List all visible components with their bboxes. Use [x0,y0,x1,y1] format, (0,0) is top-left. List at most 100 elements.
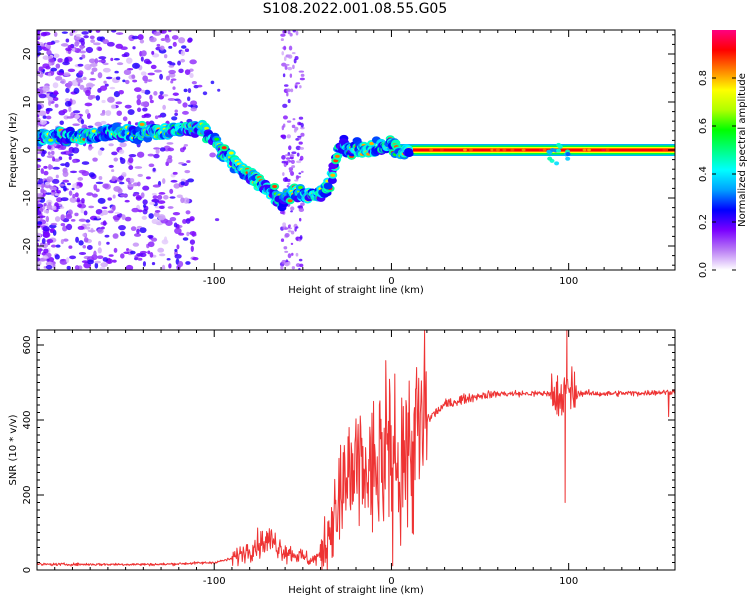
noise-cell [168,263,172,269]
chart-title: S108.2022.001.08.55.G05 [262,1,448,17]
noise-cell [81,54,86,59]
noise-cell [87,229,96,233]
noise-cell [92,42,101,46]
noise-cell [300,126,305,130]
noise-cell [160,38,166,42]
noise-cell [167,147,175,152]
noise-cell [137,107,142,113]
noise-cell [52,166,61,170]
tone-peak [662,148,667,152]
noise-cell [41,237,46,245]
noise-cell [48,224,57,229]
noise-cell [60,43,69,47]
noise-cell [151,237,158,242]
noise-cell [94,58,99,65]
ridge-cell [323,182,333,190]
noise-cell [154,209,161,213]
noise-cell [55,75,63,81]
noise-cell [147,72,155,76]
tone-peak [613,148,618,152]
noise-cell [115,76,121,80]
noise-cell [137,34,144,41]
noise-cell [50,244,57,248]
ridge-core [297,185,303,190]
noise-cell [178,232,185,236]
noise-cell [74,212,79,217]
noise-cell [37,184,42,188]
noise-cell [43,170,49,176]
noise-cell [84,102,93,107]
noise-cell [132,79,138,83]
noise-cell [53,31,58,37]
noise-cell [129,178,135,183]
noise-cell [112,204,116,211]
noise-cell [286,120,292,123]
noise-cell [202,91,208,96]
spectrogram-y-tick-label: -20 [22,238,33,254]
noise-cell [142,204,147,208]
noise-cell [55,244,61,248]
noise-cell [292,118,296,121]
noise-cell [38,66,44,72]
noise-cell [62,108,68,114]
noise-cell [300,132,305,137]
noise-cell [119,181,125,185]
noise-cell [52,96,59,102]
snr-ticks: -100 0 100 0 200 400 600 [22,329,676,587]
noise-cell [281,160,287,164]
noise-cell [37,151,43,154]
ridge-core [333,159,339,163]
noise-cell [280,38,284,42]
noise-cell [126,57,133,64]
noise-cell [298,207,305,213]
noise-cell [190,107,197,112]
noise-cell [176,194,183,198]
noise-cell [187,178,195,183]
noise-cell [56,189,61,194]
noise-cell [51,189,56,193]
noise-cell [291,252,294,256]
noise-cell [187,104,194,107]
noise-cell [169,196,176,199]
noise-cell [62,72,71,77]
noise-cell [107,96,115,103]
tone-peak [582,148,587,152]
ridge-core [272,184,278,189]
noise-cell [178,68,184,74]
noise-cell [46,49,52,56]
noise-cell [147,153,155,157]
noise-cell [173,222,178,228]
noise-cell [37,146,42,150]
noise-cell [183,197,190,204]
noise-cell [127,109,135,115]
noise-cell [136,98,141,106]
noise-cell [190,245,194,252]
spectrogram-x-axis-label: Height of straight line (km) [288,285,424,296]
ridge-cell [556,142,562,147]
noise-cell [96,215,101,219]
noise-cell [210,80,215,85]
noise-cell [294,56,299,60]
noise-cell [135,195,142,201]
noise-cell [63,115,69,120]
noise-cell [284,227,288,230]
noise-cell [170,80,174,84]
noise-cell [78,218,87,222]
noise-cell [289,169,293,173]
noise-cell [168,30,172,33]
noise-cell [166,258,171,261]
noise-cell [54,216,61,222]
tone-peak [605,148,610,152]
noise-cell [67,86,71,89]
noise-cell [168,64,175,68]
noise-cell [68,245,73,249]
noise-cell [87,259,94,265]
noise-cell [174,109,178,113]
noise-cell [300,73,305,77]
noise-cell [64,57,69,64]
noise-cell [73,36,82,40]
snr-x-tick-label: 0 [388,576,394,587]
noise-cell [68,190,73,196]
noise-cell [108,143,114,147]
noise-cell [102,62,109,66]
